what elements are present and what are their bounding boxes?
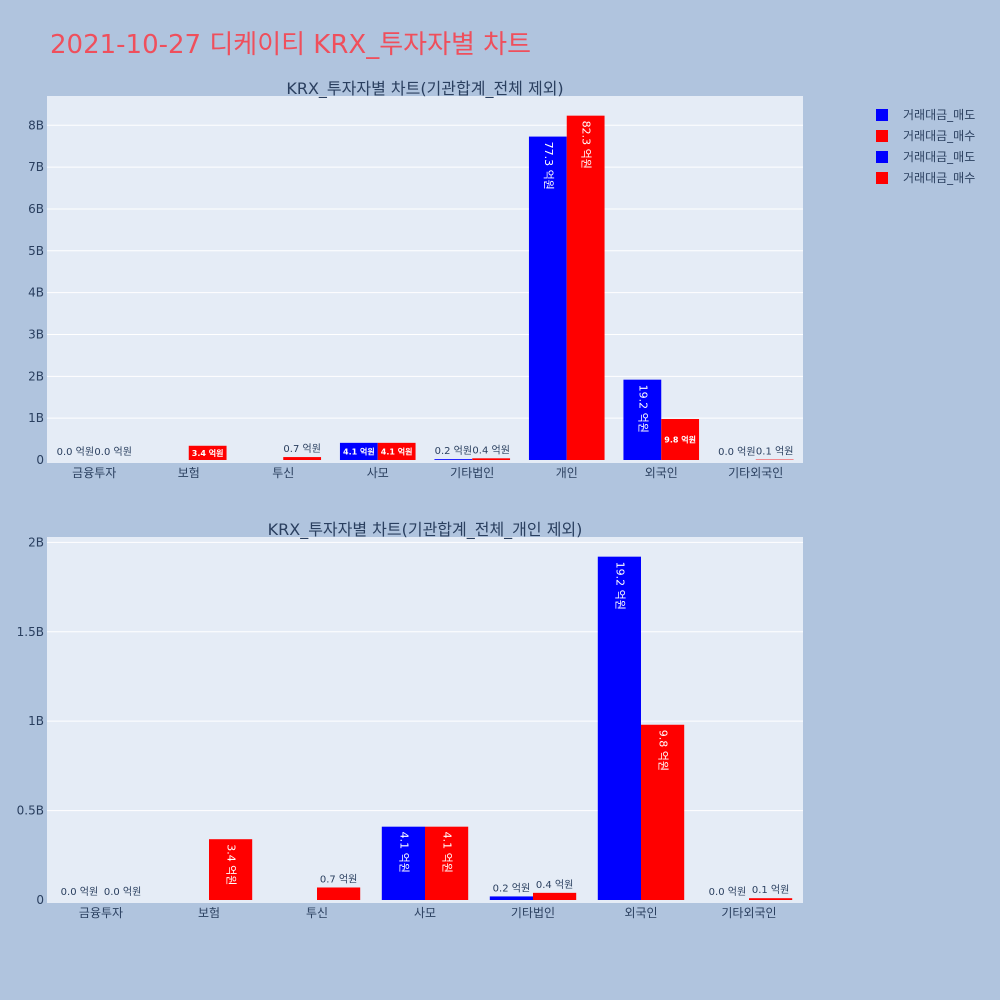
data-label: 3.4 억원 [192,448,224,458]
data-label: 9.8 억원 [657,730,670,771]
legend-label-sell-2: 거래대금_매도 [903,150,976,164]
bar-buy[interactable] [749,898,793,900]
x-tick-label: 금융투자 [72,466,116,480]
bar-buy[interactable] [317,887,361,900]
bar-sell[interactable] [597,556,641,900]
bar-sell[interactable] [528,136,567,460]
bar-sell[interactable] [489,896,533,900]
y-tick-label: 1B [28,411,44,425]
data-label: 0.1 억원 [752,884,789,896]
data-label: 0.0 억원 [104,886,141,898]
legend-item-buy-2[interactable]: 거래대금_매수 [876,167,975,188]
data-label: 0.0 억원 [94,446,131,458]
data-label: 0.7 억원 [320,873,357,885]
page-title: 2021-10-27 디케이티 KRX_투자자별 차트 [50,30,532,60]
y-tick-label: 2B [28,535,44,549]
legend-item-sell-2[interactable]: 거래대금_매도 [876,146,975,167]
bar-sell[interactable] [381,826,425,900]
x-tick-label: 기타외국인 [721,906,776,920]
legend-label-buy-2: 거래대금_매수 [903,171,976,185]
x-tick-label: 보험 [178,466,200,480]
chart-title: KRX_투자자별 차트(기관합계_전체_개인 제외) [268,520,583,540]
data-label: 0.0 억원 [709,886,746,898]
chart-title: KRX_투자자별 차트(기관합계_전체 제외) [286,79,563,99]
data-label: 4.1 억원 [343,446,375,456]
x-tick-label: 기타법인 [450,466,494,480]
data-label: 4.1 억원 [381,446,413,456]
data-label: 19.2 억원 [613,562,626,610]
y-tick-label: 2B [28,369,44,383]
x-tick-label: 개인 [556,466,578,480]
bar-sell[interactable] [434,459,473,460]
chart-panel-2: 0 0.5B 1B 1.5B 2B KRX_투자자별 차트(기관합계_전체_개인 제외) 금… [17,520,803,920]
data-label: 0.0 억원 [57,446,94,458]
bar-buy[interactable] [566,115,605,460]
x-tick-label: 기타외국인 [728,466,783,480]
x-tick-label: 기타법인 [511,906,555,920]
data-label: 0.7 억원 [283,443,320,455]
data-label: 0.0 억원 [718,446,755,458]
legend-item-sell-1[interactable]: 거래대금_매도 [876,104,975,125]
bar-buy[interactable] [661,418,700,460]
data-label: 0.0 억원 [61,886,98,898]
x-tick-label: 투신 [306,906,328,920]
data-label: 77.3 억원 [542,142,555,190]
y-tick-label: 1B [28,714,44,728]
data-label: 0.2 억원 [435,445,472,457]
chart-panel-1: 0 1B 2B 3B 4B 5B 6B 7B 8B KRX_투자자별 차트(기관합계_전체 제외)… [28,79,803,480]
legend-swatch-buy-1 [876,129,888,142]
bar-buy[interactable] [641,724,685,900]
data-label: 3.4 억원 [225,844,238,885]
x-tick-label: 외국인 [645,466,678,480]
y-tick-label: 7B [28,160,44,174]
legend-swatch-sell-2 [876,150,888,163]
x-tick-label: 금융투자 [79,906,123,920]
bar-buy[interactable] [209,839,253,900]
bar-buy[interactable] [377,442,416,460]
y-tick-label: 0 [36,453,44,467]
x-tick-label: 투신 [272,466,294,480]
data-label: 19.2 억원 [636,385,649,433]
y-tick-label: 4B [28,286,44,300]
bar-buy[interactable] [283,457,322,460]
plot-area [47,96,803,463]
legend[interactable]: 거래대금_매도 거래대금_매수 거래대금_매도 거래대금_매수 [876,104,975,188]
bar-sell[interactable] [339,442,378,460]
legend-label-buy-1: 거래대금_매수 [903,129,976,143]
y-tick-label: 8B [28,118,44,132]
y-tick-label: 5B [28,244,44,258]
y-tick-label: 0.5B [17,804,44,818]
x-tick-label: 사모 [414,906,436,920]
legend-swatch-sell-1 [876,108,888,121]
data-label: 4.1 억원 [397,832,410,873]
data-label: 82.3 억원 [580,121,593,169]
data-label: 0.1 억원 [756,446,793,458]
bar-sell[interactable] [623,379,662,460]
data-label: 0.4 억원 [536,879,573,891]
y-tick-label: 3B [28,327,44,341]
bar-buy[interactable] [425,826,469,900]
legend-swatch-buy-2 [876,171,888,184]
legend-label-sell-1: 거래대금_매도 [903,108,976,122]
legend-item-buy-1[interactable]: 거래대금_매수 [876,125,975,146]
y-tick-label: 1.5B [17,625,44,639]
y-tick-label: 0 [36,893,44,907]
y-tick-label: 6B [28,202,44,216]
x-tick-label: 외국인 [624,906,657,920]
bar-buy[interactable] [188,445,227,460]
data-label: 4.1 억원 [441,832,454,873]
data-label: 9.8 억원 [664,434,696,444]
bar-buy[interactable] [533,892,577,900]
data-label: 0.4 억원 [472,444,509,456]
data-label: 0.2 억원 [493,882,530,894]
x-tick-label: 사모 [367,466,389,480]
x-tick-label: 보험 [198,906,220,920]
bar-buy[interactable] [472,458,511,460]
